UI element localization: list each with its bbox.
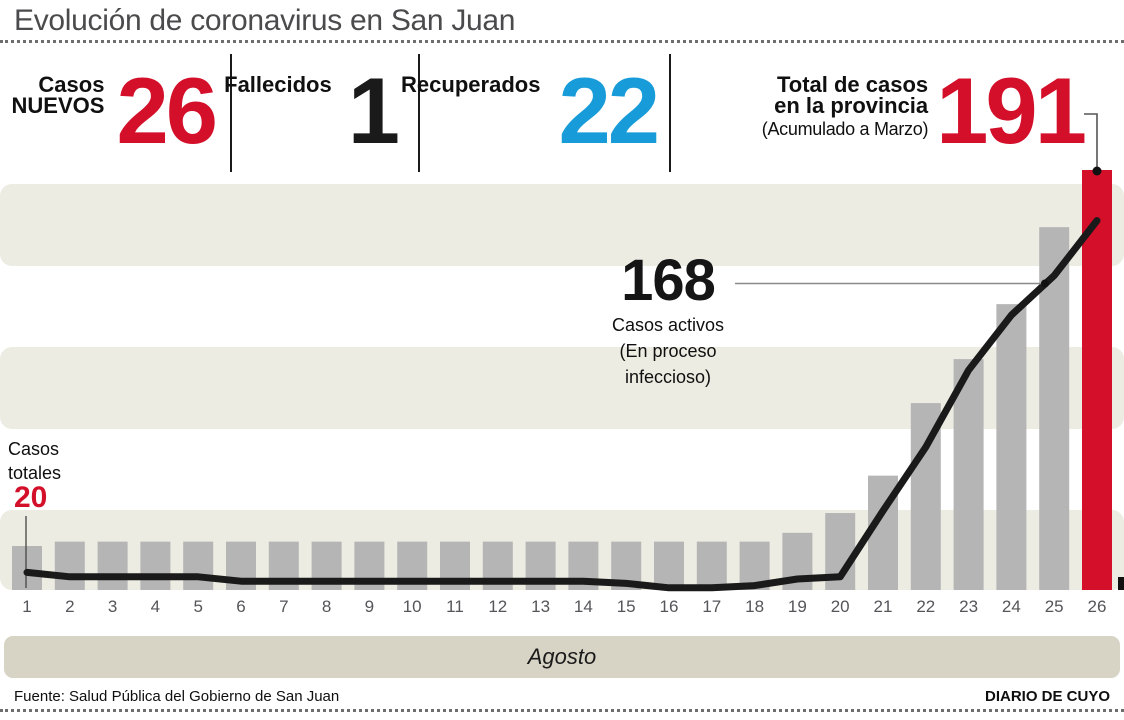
xtick-1: 1	[22, 597, 32, 616]
stat-total-cases: Total de casos en la provincia (Acumulad…	[670, 50, 1124, 172]
total-annotation-connector	[1084, 113, 1098, 170]
month-label: Agosto	[527, 644, 597, 669]
bg-stripe-2	[0, 347, 1124, 429]
xtick-2: 2	[65, 597, 75, 616]
stat-recovered-label: Recuperados	[401, 72, 541, 97]
month-band: Agosto	[4, 636, 1120, 678]
xtick-18: 18	[745, 597, 765, 616]
stat-new-cases-label-line2: NUEVOS	[11, 93, 105, 118]
bar-aug-5	[183, 541, 214, 590]
bottom-dotted-rule	[0, 709, 1124, 712]
stat-recovered-value: 22	[558, 58, 660, 163]
xtick-6: 6	[236, 597, 246, 616]
xtick-15: 15	[616, 597, 636, 616]
baseline-end-cap	[1118, 577, 1124, 590]
active-annotation-caption-line1: Casos activos	[611, 315, 725, 335]
active-cases-line	[23, 217, 1101, 592]
totals-annotation-line2: totales	[8, 463, 62, 483]
stat-deaths: Fallecidos 1	[224, 50, 419, 172]
stats-divider-1	[230, 54, 232, 172]
stat-recovered: Recuperados 22	[401, 50, 670, 172]
xtick-3: 3	[107, 597, 118, 616]
page-title: Evolución de coronavirus en San Juan	[14, 4, 516, 37]
xtick-13: 13	[531, 597, 551, 616]
footer-source: Fuente: Salud Pública del Gobierno de Sa…	[14, 688, 340, 705]
stat-total-label-line1: Total de casos	[776, 72, 929, 97]
stat-deaths-value: 1	[347, 58, 400, 163]
xtick-20: 20	[830, 597, 850, 616]
bar-aug-17	[696, 541, 727, 590]
bar-aug-1	[12, 546, 42, 590]
bg-stripe-1	[0, 184, 1124, 266]
xtick-17: 17	[702, 597, 722, 616]
active-annotation-caption: Casos activos (En proceso infeccioso)	[568, 312, 768, 390]
xtick-16: 16	[659, 597, 679, 616]
active-annotation-dot	[1041, 279, 1049, 288]
stat-new-cases-label: Casos NUEVOS	[11, 72, 105, 118]
xtick-19: 19	[787, 597, 807, 616]
stats-divider-3	[669, 54, 671, 172]
bar-aug-23	[953, 359, 984, 590]
top-dotted-rule	[0, 40, 1124, 43]
footer-brand: DIARIO DE CUYO	[984, 688, 1110, 705]
bar-aug-3	[97, 541, 128, 590]
xtick-21: 21	[873, 597, 893, 616]
bar-aug-24	[996, 304, 1027, 590]
xtick-24: 24	[1001, 597, 1021, 616]
xtick-4: 4	[150, 597, 161, 616]
xtick-7: 7	[279, 597, 289, 616]
xtick-25: 25	[1044, 597, 1064, 616]
active-annotation-caption-line2: (En proceso	[619, 341, 717, 361]
xtick-8: 8	[321, 597, 332, 616]
bar-aug-2	[54, 541, 85, 590]
stat-total-sublabel: (Acumulado a Marzo)	[761, 119, 929, 139]
totals-annotation-label: Casos totales	[8, 437, 61, 485]
stat-recovered-label-text: Recuperados	[401, 72, 541, 97]
stat-total-label-line2: en la provincia	[774, 93, 929, 118]
totals-annotation-value: 20	[14, 481, 48, 514]
stat-new-cases-value: 26	[116, 58, 218, 163]
total-annotation-dot	[1092, 166, 1102, 176]
active-annotation: 168 Casos activos (En proceso infeccioso…	[568, 251, 768, 390]
active-annotation-caption-line3: infeccioso)	[624, 367, 712, 387]
xtick-9: 9	[364, 597, 375, 616]
bar-aug-4	[140, 541, 171, 590]
stat-new-cases: Casos NUEVOS 26	[0, 50, 231, 172]
stat-total-value: 191	[936, 58, 1087, 163]
xtick-26: 26	[1087, 597, 1107, 616]
xtick-10: 10	[402, 597, 422, 616]
bar-aug-26	[1082, 170, 1112, 590]
stat-deaths-label-text: Fallecidos	[224, 72, 332, 97]
active-annotation-value: 168	[621, 248, 716, 313]
xtick-23: 23	[959, 597, 979, 616]
stats-divider-2	[418, 54, 420, 172]
xtick-22: 22	[916, 597, 936, 616]
xtick-11: 11	[446, 597, 464, 616]
totals-annotation-line1: Casos	[8, 439, 60, 459]
xtick-5: 5	[193, 597, 203, 616]
stat-total-label: Total de casos en la provincia (Acumulad…	[761, 72, 929, 140]
bar-aug-16	[654, 541, 684, 590]
stat-deaths-label: Fallecidos	[224, 72, 332, 97]
xtick-14: 14	[573, 597, 593, 616]
stat-new-cases-label-line1: Casos	[38, 72, 105, 97]
xtick-12: 12	[488, 597, 508, 616]
